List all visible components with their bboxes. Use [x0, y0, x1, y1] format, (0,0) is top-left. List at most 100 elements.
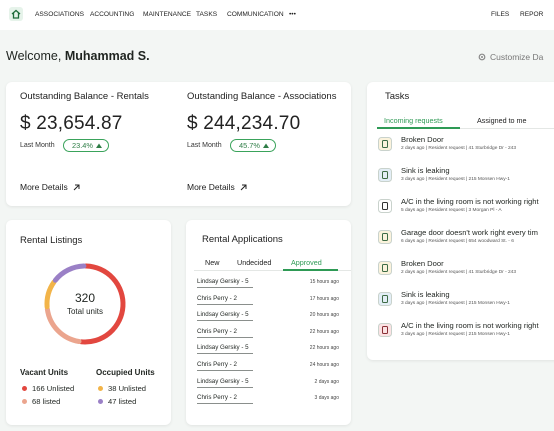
- task-title[interactable]: Broken Door: [401, 135, 444, 144]
- applications-card: Rental Applications New Undecided Approv…: [186, 220, 351, 425]
- icon-bg: [378, 137, 392, 151]
- applicant-name[interactable]: Chris Perry - 2: [197, 361, 253, 371]
- task-icon: [378, 230, 392, 244]
- nav-item[interactable]: TASKS: [196, 11, 218, 18]
- arrow-icon: [240, 184, 247, 190]
- tab[interactable]: Incoming requests: [384, 116, 443, 125]
- customize-label: Customize Da: [490, 52, 544, 62]
- up-arrow-icon: [262, 143, 269, 148]
- link-label: More Details: [20, 182, 68, 192]
- up-arrow: [95, 143, 102, 148]
- applicant-name[interactable]: Chris Perry - 2: [197, 394, 253, 405]
- link-label: More Details: [187, 182, 235, 192]
- application-time: 22 hours ago: [309, 328, 339, 335]
- task-title[interactable]: Broken Door: [401, 259, 444, 268]
- icon-glyph: [382, 233, 388, 241]
- icon-bg: [378, 199, 392, 213]
- balance-title: Outstanding Balance - Rentals: [20, 91, 149, 102]
- change-pill: 23.4%: [63, 139, 109, 152]
- application-time: 15 hours ago: [309, 279, 339, 285]
- task-icon: [378, 323, 392, 337]
- more-details-link[interactable]: More Details: [20, 182, 80, 192]
- applicant-name[interactable]: Lindsay Gersky - 5: [197, 278, 253, 288]
- legend-entry: 68 listed: [32, 397, 60, 406]
- icon-bg: [378, 168, 392, 182]
- application-time: 17 hours ago: [309, 295, 339, 302]
- tab[interactable]: Assigned to me: [477, 116, 527, 125]
- nav-item[interactable]: REPOR: [520, 11, 544, 18]
- legend-entry: 166 Unlisted: [32, 384, 74, 393]
- icon-bg: [378, 230, 392, 244]
- task-title[interactable]: Garage door doesn't work right every tim: [401, 228, 538, 237]
- icon-bg: [378, 261, 392, 275]
- change-pill: 45.7%: [230, 139, 276, 152]
- total-label: Total units: [66, 307, 104, 316]
- task-icon: [378, 199, 392, 213]
- application-time: 20 hours ago: [309, 312, 339, 319]
- icon-glyph: [382, 140, 388, 148]
- change-value: 23.4%: [72, 141, 93, 150]
- tab[interactable]: Undecided: [237, 258, 272, 267]
- application-time: 2 days ago: [314, 378, 339, 385]
- task-detail: 3 days ago | Resident request | 215 Mons…: [401, 301, 510, 306]
- listings-title: Rental Listings: [20, 235, 83, 246]
- arrow-icon: [73, 184, 80, 190]
- arrow: [240, 184, 247, 190]
- tab[interactable]: Approved: [291, 258, 322, 267]
- task-title[interactable]: A/C in the living room is not working ri…: [401, 321, 539, 330]
- applicant-name[interactable]: Lindsay Gersky - 5: [197, 311, 253, 322]
- application-time: 3 days ago: [314, 395, 339, 402]
- legend-heading: Vacant Units: [20, 368, 69, 377]
- up-arrow-icon: [95, 143, 102, 148]
- task-title[interactable]: A/C in the living room is not working ri…: [401, 197, 539, 206]
- user-name: Muhammad S.: [64, 49, 150, 63]
- nav-item[interactable]: •••: [289, 11, 296, 18]
- applicant-name[interactable]: Lindsay Gersky - 5: [197, 344, 253, 355]
- task-detail: 6 days ago | Resident request | 654 wood…: [401, 239, 514, 244]
- nav-item[interactable]: FILES: [491, 11, 510, 18]
- icon-glyph: [382, 202, 388, 210]
- tasks-card: Tasks Incoming requests Assigned to me B…: [367, 82, 554, 360]
- task-title[interactable]: Sink is leaking: [401, 290, 450, 299]
- legend-dot: [98, 399, 103, 404]
- tab-divider: [377, 128, 554, 129]
- home-button[interactable]: [9, 7, 23, 21]
- task-title[interactable]: Sink is leaking: [401, 166, 450, 175]
- task-detail: 3 days ago | Resident request | 215 Mons…: [401, 332, 510, 337]
- donut-segment: [52, 263, 87, 283]
- more-details-link[interactable]: More Details: [187, 182, 247, 192]
- active-tab-underline: [283, 269, 338, 271]
- gear-icon: [478, 53, 486, 61]
- customize-button[interactable]: Customize Da: [478, 52, 543, 62]
- legend-entry: 38 Unlisted: [108, 384, 146, 393]
- nav-item[interactable]: COMMUNICATION: [227, 11, 284, 18]
- tasks-title: Tasks: [385, 91, 410, 102]
- nav-item[interactable]: ACCOUNTING: [90, 11, 135, 18]
- task-detail: 3 days ago | Resident request | 215 Mons…: [401, 177, 510, 182]
- task-detail: 2 days ago | Resident request | 41 Sturb…: [401, 270, 517, 275]
- up-arrow: [262, 143, 269, 148]
- change-value: 45.7%: [239, 141, 260, 150]
- icon-glyph: [382, 171, 388, 179]
- applicant-name[interactable]: Lindsay Gersky - 5: [197, 378, 253, 388]
- tab[interactable]: New: [205, 258, 220, 267]
- donut-chart: [44, 263, 126, 345]
- balance-amount: $ 244,234.70: [187, 113, 301, 134]
- icon-glyph: [382, 295, 388, 303]
- task-icon: [378, 168, 392, 182]
- applicant-name[interactable]: Chris Perry - 2: [197, 328, 253, 338]
- legend-dot: [22, 386, 27, 391]
- nav-item[interactable]: ASSOCIATIONS: [35, 11, 84, 18]
- applications-title: Rental Applications: [202, 234, 283, 245]
- tab-divider: [194, 270, 351, 271]
- legend-label: Unlisted: [118, 384, 147, 393]
- balance-title: Outstanding Balance - Associations: [187, 91, 337, 102]
- period-label: Last Month: [187, 142, 222, 149]
- task-icon: [378, 137, 392, 151]
- applicant-name[interactable]: Chris Perry - 2: [197, 295, 253, 305]
- greeting: Welcome,: [6, 49, 62, 63]
- legend-label: Unlisted: [46, 384, 75, 393]
- nav-item[interactable]: MAINTENANCE: [143, 11, 191, 18]
- listings-card: Rental Listings 320 Total units Vacant U…: [6, 220, 171, 425]
- legend-heading: Occupied Units: [96, 368, 155, 377]
